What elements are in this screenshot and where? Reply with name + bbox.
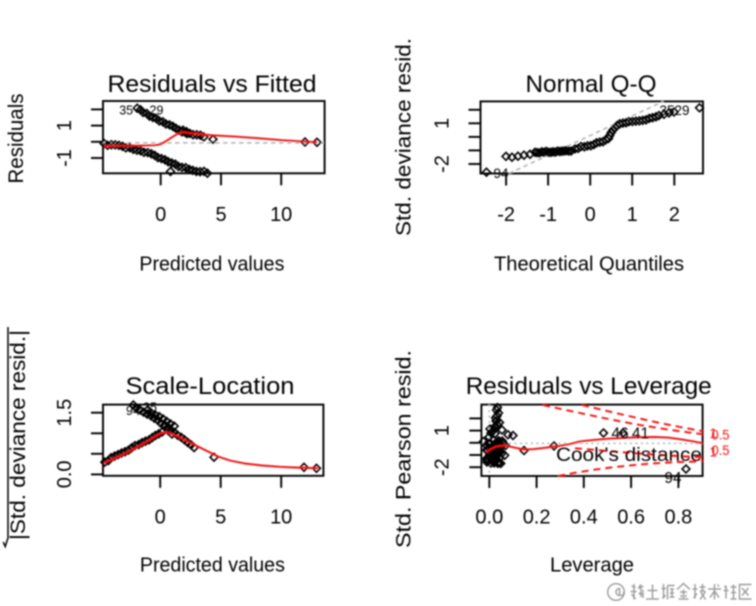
svg-text:1: 1 <box>432 425 454 436</box>
svg-text:0.5: 0.5 <box>712 427 730 442</box>
svg-text:0.0: 0.0 <box>475 507 503 529</box>
svg-text:94: 94 <box>493 166 509 181</box>
svg-text:29: 29 <box>150 104 164 118</box>
svg-text:5: 5 <box>215 507 226 529</box>
svg-text:Residuals vs Fitted: Residuals vs Fitted <box>108 71 317 98</box>
svg-text:1: 1 <box>710 426 718 441</box>
svg-text:0.4: 0.4 <box>570 507 598 529</box>
svg-text:Cook's distance: Cook's distance <box>556 444 702 466</box>
svg-text:0.8: 0.8 <box>664 507 692 529</box>
svg-text:35: 35 <box>119 104 133 118</box>
svg-text:94: 94 <box>664 470 682 487</box>
svg-text:0.6: 0.6 <box>617 507 645 529</box>
svg-text:Residuals vs Leverage: Residuals vs Leverage <box>466 373 712 400</box>
svg-text:-1: -1 <box>54 149 76 167</box>
svg-text:5: 5 <box>215 204 226 226</box>
svg-text:1: 1 <box>54 120 76 131</box>
svg-text:0.5: 0.5 <box>712 443 730 458</box>
svg-text:Theoretical Quantiles: Theoretical Quantiles <box>494 254 684 276</box>
svg-text:Predicted values: Predicted values <box>139 254 284 276</box>
svg-text:35: 35 <box>659 103 674 118</box>
svg-text:Residuals: Residuals <box>5 94 28 184</box>
svg-text:-2: -2 <box>432 458 454 476</box>
svg-text:10: 10 <box>270 507 292 529</box>
svg-text:-1: -1 <box>539 204 557 226</box>
svg-text:41: 41 <box>632 426 649 443</box>
svg-text:10: 10 <box>270 204 292 226</box>
svg-text:94: 94 <box>126 404 140 418</box>
svg-text:0.2: 0.2 <box>523 507 551 529</box>
svg-text:2: 2 <box>669 204 680 226</box>
svg-text:1: 1 <box>627 204 638 226</box>
svg-text:0: 0 <box>155 507 166 529</box>
svg-text:|Std. deviance resid.|: |Std. deviance resid.| <box>7 330 30 540</box>
svg-text:29: 29 <box>674 103 689 118</box>
svg-text:0.0: 0.0 <box>54 460 76 488</box>
svg-text:0: 0 <box>585 204 596 226</box>
svg-text:-2: -2 <box>432 155 454 173</box>
svg-text:46: 46 <box>611 426 628 443</box>
svg-text:Std. Pearson resid.: Std. Pearson resid. <box>393 350 416 548</box>
svg-text:1: 1 <box>432 118 454 129</box>
svg-text:35: 35 <box>143 401 157 415</box>
svg-text:Predicted values: Predicted values <box>140 555 285 577</box>
svg-text:1: 1 <box>710 445 718 460</box>
svg-text:-2: -2 <box>497 204 515 226</box>
svg-text:0: 0 <box>155 204 166 226</box>
svg-text:Normal Q-Q: Normal Q-Q <box>526 71 657 98</box>
svg-text:1.5: 1.5 <box>54 399 76 427</box>
svg-text:Leverage: Leverage <box>550 555 634 577</box>
svg-text:Scale-Location: Scale-Location <box>126 373 295 400</box>
svg-text:Std. deviance resid.: Std. deviance resid. <box>393 38 416 236</box>
